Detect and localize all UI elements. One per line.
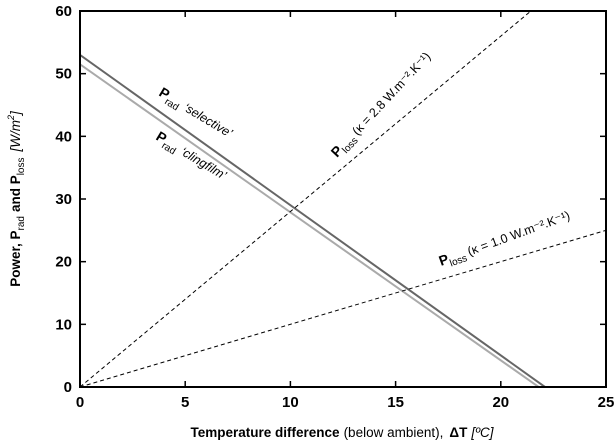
y-axis-title-loss-sub: loss <box>16 157 27 175</box>
x-tick-label-15: 15 <box>387 394 404 411</box>
y-tick-label-40: 40 <box>55 128 72 145</box>
x-axis-title-bold: Temperature difference <box>191 425 341 440</box>
x-tick-label-25: 25 <box>598 394 614 411</box>
y-tick-label-20: 20 <box>55 254 72 271</box>
x-axis-title-normal: (below ambient), <box>344 425 444 440</box>
series-label-loss-k10-text: (κ = 1.0 W.m⁻².K⁻¹) <box>466 208 572 258</box>
plot-frame <box>79 10 607 388</box>
y-tick-label-0: 0 <box>64 379 72 396</box>
x-axis-title-unit: [ºC] <box>470 425 494 440</box>
x-axis-ticks: 0 5 10 15 20 25 <box>76 11 614 411</box>
y-axis-title-and: and P <box>8 175 23 212</box>
y-axis-title: Power, Prad and Ploss [W/m2] <box>6 110 27 287</box>
y-axis-title-unit-sup: 2 <box>6 115 16 121</box>
series-label-loss-k10-sub: loss <box>448 253 468 269</box>
y-axis-title-rad-sub: rad <box>16 216 27 230</box>
y-tick-label-10: 10 <box>55 316 72 333</box>
x-tick-label-10: 10 <box>282 394 299 411</box>
x-tick-label-20: 20 <box>492 394 509 411</box>
y-axis-ticks: 0 10 20 30 40 50 60 <box>55 3 606 396</box>
series-line-rad-selective <box>80 54 546 387</box>
series-line-rad-clingfilm <box>80 63 540 387</box>
series-label-loss-k28-text: (κ = 2.8 W.m⁻².K⁻¹) <box>350 49 434 138</box>
series-label-loss-k28: Ploss(κ = 2.8 W.m⁻².K⁻¹) <box>327 48 436 163</box>
x-axis-title: Temperature difference (below ambient), ΔT… <box>191 425 495 440</box>
x-tick-label-5: 5 <box>181 394 189 411</box>
y-axis-title-unit-open: [W/m <box>8 120 23 153</box>
y-tick-label-60: 60 <box>55 3 72 20</box>
series-line-loss-k28 <box>80 11 532 387</box>
x-tick-label-0: 0 <box>76 394 84 411</box>
series-label-rad-selective-text: ‘selective’ <box>181 100 235 140</box>
y-axis-title-prefix: Power, P <box>8 231 23 287</box>
series-lines <box>80 11 606 387</box>
y-tick-label-30: 30 <box>55 191 72 208</box>
series-label-loss-k10: Ploss(κ = 1.0 W.m⁻².K⁻¹) <box>437 207 574 273</box>
series-line-loss-k10 <box>80 229 606 387</box>
x-axis-title-symbol: ΔT <box>449 425 468 440</box>
y-tick-label-50: 50 <box>55 66 72 83</box>
y-axis-title-unit-close: ] <box>8 110 23 117</box>
series-label-rad-clingfilm: Prad‘clingfilm’ <box>151 128 230 186</box>
